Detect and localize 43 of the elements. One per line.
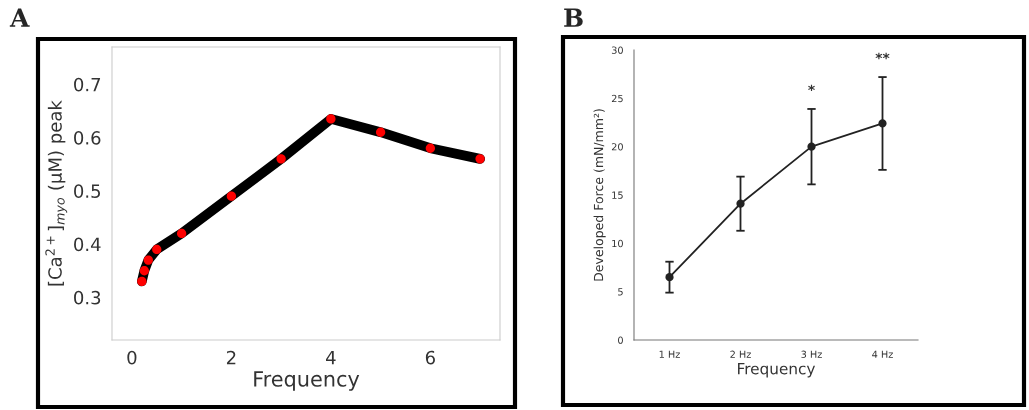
x-tick-label: 1 Hz bbox=[659, 350, 680, 358]
annotation: ** bbox=[875, 52, 890, 60]
point bbox=[137, 276, 147, 287]
y-tick-label: 20 bbox=[611, 143, 623, 151]
x-tick-label: 0 bbox=[127, 350, 137, 365]
point bbox=[152, 244, 162, 255]
x-tick-label: 3 Hz bbox=[801, 350, 822, 358]
x-tick-label: 2 Hz bbox=[730, 350, 751, 358]
y-tick-label: 30 bbox=[611, 46, 623, 54]
point bbox=[475, 154, 485, 164]
point bbox=[878, 119, 887, 128]
x-axis-title: Frequency bbox=[738, 363, 815, 378]
x-tick-label: 6 bbox=[425, 350, 435, 365]
y-tick-label: 0.6 bbox=[74, 131, 101, 145]
point bbox=[425, 143, 436, 153]
point bbox=[807, 142, 816, 151]
x-tick-label: 2 bbox=[226, 350, 236, 365]
y-tick-label: 0.4 bbox=[74, 237, 101, 252]
y-tick-label: 0.7 bbox=[74, 77, 101, 92]
y-tick-label: 15 bbox=[612, 191, 623, 199]
y-tick-label: 25 bbox=[611, 94, 623, 103]
y-tick-label: 10 bbox=[612, 239, 623, 248]
point bbox=[139, 266, 149, 276]
chart-title: A bbox=[9, 8, 30, 27]
point bbox=[326, 114, 336, 124]
y-tick-label: 0 bbox=[618, 336, 623, 344]
y-tick-label: 5 bbox=[618, 288, 623, 296]
y-axis-title: [Ca$^{2+}$]$_{myo}$ (μM) peak bbox=[45, 100, 68, 286]
point bbox=[176, 228, 187, 239]
chart-title: B bbox=[564, 8, 583, 27]
x-tick-label: 4 Hz bbox=[872, 350, 893, 358]
y-axis-title: Developed Force (mN/mm²) bbox=[593, 109, 606, 281]
point bbox=[665, 273, 674, 282]
point bbox=[375, 127, 386, 137]
point bbox=[736, 199, 745, 208]
y-tick-label: 0.3 bbox=[74, 290, 101, 305]
point bbox=[276, 154, 286, 164]
x-axis-title: Frequency bbox=[254, 371, 360, 391]
annotation: * bbox=[808, 84, 815, 92]
y-tick-label: 0.5 bbox=[74, 184, 101, 198]
point bbox=[226, 191, 237, 201]
x-tick-label: 4 bbox=[326, 350, 336, 365]
point bbox=[143, 255, 153, 265]
